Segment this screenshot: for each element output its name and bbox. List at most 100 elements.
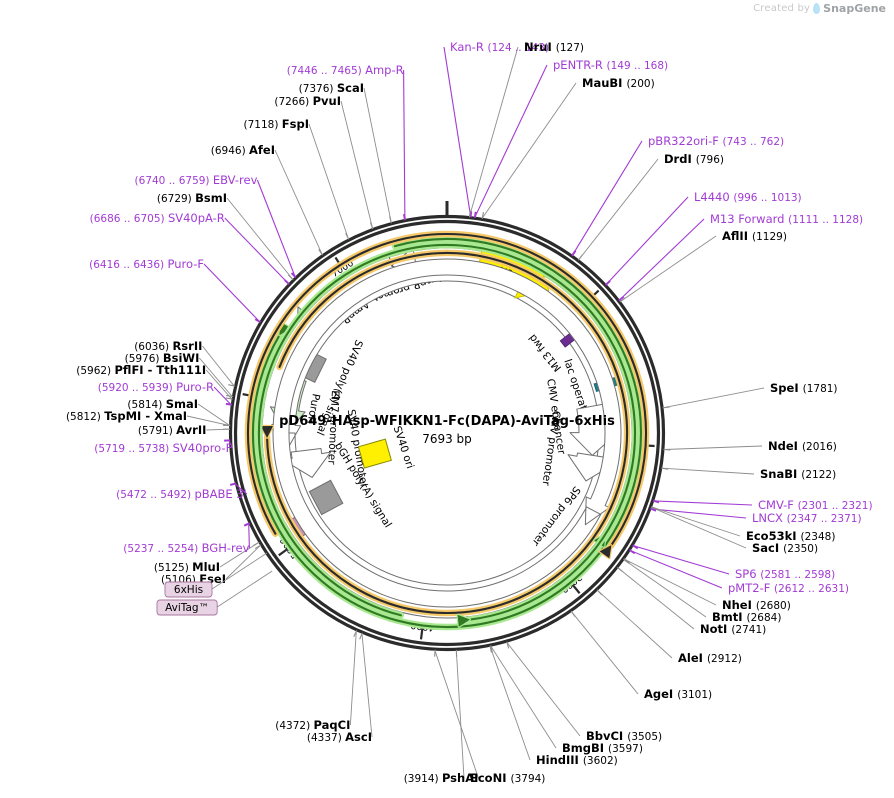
- backbone-circle-group: [228, 201, 666, 652]
- map-label[interactable]: (6740 .. 6759) EBV-rev: [135, 173, 258, 187]
- map-label[interactable]: pBR322ori-F (743 .. 762): [648, 134, 784, 148]
- map-label[interactable]: (5976) BsiWI: [125, 351, 200, 365]
- map-label[interactable]: SacI (2350): [752, 541, 818, 555]
- map-label[interactable]: (5812) TspMI - XmaI: [66, 409, 187, 423]
- plasmid-length: 7693 bp: [422, 432, 472, 446]
- map-label[interactable]: (6416 .. 6436) Puro-F: [89, 257, 204, 271]
- site-name: PaqCI: [314, 718, 351, 732]
- map-label-text: (5237 .. 5254) BGH-rev: [123, 541, 249, 555]
- site-position: (6416 .. 6436): [89, 259, 167, 271]
- site-position: (6729): [157, 193, 195, 205]
- map-label[interactable]: SnaBI (2122): [760, 467, 836, 481]
- enzyme-site-mark: [345, 233, 350, 240]
- map-label[interactable]: L4440 (996 .. 1013): [694, 190, 802, 204]
- map-label[interactable]: SP6 (2581 .. 2598): [735, 567, 835, 581]
- map-label[interactable]: AflII (1129): [722, 229, 787, 243]
- map-label-text: (4372) PaqCI: [275, 718, 350, 732]
- site-name: NruI: [524, 40, 556, 54]
- map-label[interactable]: Kan-R (124 .. 143): [450, 40, 549, 54]
- snapgene-watermark: Created by SnapGene: [753, 2, 886, 15]
- map-label[interactable]: (5791) AvrII: [138, 423, 206, 437]
- map-label[interactable]: NotI (2741): [700, 622, 766, 636]
- map-label[interactable]: DrdI (796): [664, 152, 724, 166]
- map-label[interactable]: BmtI (2684): [712, 610, 781, 624]
- site-name: SnaBI: [760, 467, 801, 481]
- enzyme-site-mark: [661, 467, 669, 470]
- map-label[interactable]: pMT2-F (2612 .. 2631): [728, 581, 849, 595]
- map-label[interactable]: M13 Forward (1111 .. 1128): [710, 212, 863, 226]
- map-label[interactable]: LNCX (2347 .. 2371): [752, 511, 862, 525]
- site-position: (149 .. 168): [607, 60, 669, 72]
- enzyme-site-mark: [228, 384, 236, 387]
- map-label[interactable]: (6036) RsrII: [134, 339, 202, 353]
- site-name: SP6: [735, 567, 760, 581]
- map-label-text: M13 Forward (1111 .. 1128): [710, 212, 863, 226]
- site-name: pBR322ori-F: [648, 134, 723, 148]
- site-position: (4337): [307, 732, 345, 744]
- enzyme-site-mark: [577, 254, 584, 261]
- leader-line: [663, 387, 765, 409]
- map-label[interactable]: NheI (2680): [722, 598, 791, 612]
- map-label-text: (7446 .. 7465) Amp-R: [287, 63, 404, 77]
- map-label[interactable]: (5719 .. 5738) SV40pro-F: [94, 441, 232, 455]
- map-label[interactable]: (6686 .. 6705) SV40pA-R: [90, 211, 225, 225]
- map-label[interactable]: SpeI (1781): [770, 381, 838, 395]
- map-label-text: CMV-F (2301 .. 2321): [758, 498, 873, 512]
- map-label[interactable]: (7118) FspI: [244, 117, 309, 131]
- site-position: (796): [696, 154, 724, 166]
- map-label[interactable]: (6729) BsmI: [157, 191, 227, 205]
- enzyme-site-mark: [318, 249, 324, 256]
- map-label-text: Kan-R (124 .. 143): [450, 40, 549, 54]
- map-label[interactable]: (5237 .. 5254) BGH-rev: [123, 541, 249, 555]
- map-label[interactable]: (5962) PflFI - Tth111I: [76, 363, 206, 377]
- sequence-tag[interactable]: 6xHis: [164, 552, 268, 598]
- ruler-tick: [571, 584, 581, 594]
- map-label[interactable]: (5920 .. 5939) Puro-R: [98, 380, 214, 394]
- map-label[interactable]: (5814) SmaI: [127, 397, 198, 411]
- site-name: AgeI: [644, 687, 677, 701]
- map-label[interactable]: (7376) ScaI: [299, 81, 364, 95]
- map-label-text: AleI (2912): [678, 651, 742, 665]
- feature-label: PuroR: [305, 393, 322, 425]
- map-label[interactable]: AgeI (3101): [644, 687, 712, 701]
- map-label[interactable]: (5472 .. 5492) pBABE 3': [116, 487, 247, 501]
- map-label[interactable]: (4372) PaqCI: [275, 718, 350, 732]
- primer-site-mark: [652, 499, 660, 504]
- arrow-puro-orange: [266, 251, 629, 615]
- sequence-tag[interactable]: AviTag™: [156, 570, 273, 616]
- map-label[interactable]: (6946) AfeI: [211, 143, 275, 157]
- map-label[interactable]: Eco53kI (2348): [746, 529, 835, 543]
- map-label[interactable]: NdeI (2016): [768, 439, 837, 453]
- map-label[interactable]: MauBI (200): [582, 76, 655, 90]
- map-label[interactable]: AleI (2912): [678, 651, 742, 665]
- map-label[interactable]: (4337) AscI: [307, 730, 372, 744]
- map-label[interactable]: (3914) PshAI: [404, 771, 479, 785]
- site-name: LNCX: [752, 511, 787, 525]
- map-label[interactable]: CMV-F (2301 .. 2321): [758, 498, 873, 512]
- site-position: (2348): [801, 531, 836, 543]
- primer-site-mark: [402, 214, 407, 221]
- site-name: Eco53kI: [746, 529, 801, 543]
- map-label[interactable]: BmgBI (3597): [562, 741, 643, 755]
- map-label[interactable]: BbvCI (3505): [586, 729, 662, 743]
- leader-line: [572, 140, 643, 256]
- watermark-brand: SnapGene: [823, 2, 886, 15]
- site-name: SpeI: [770, 381, 803, 395]
- site-position: (7118): [244, 119, 282, 131]
- map-label[interactable]: (7446 .. 7465) Amp-R: [287, 63, 404, 77]
- site-name: MluI: [192, 560, 220, 574]
- map-label[interactable]: HindIII (3602): [536, 753, 618, 767]
- leader-line: [571, 611, 639, 695]
- map-label[interactable]: EcoNI (3794): [470, 771, 545, 785]
- map-label[interactable]: (7266) PvuI: [274, 94, 341, 108]
- map-label[interactable]: (5125) MluI: [154, 560, 220, 574]
- feature-sv40-ori-box: [357, 438, 392, 469]
- leader-line: [630, 550, 723, 589]
- primer-site-mark: [629, 549, 636, 555]
- annotation-arrows-group: [244, 230, 650, 631]
- site-name: FspI: [282, 117, 309, 131]
- map-label[interactable]: pENTR-R (149 .. 168): [553, 58, 668, 72]
- site-position: (5920 .. 5939): [98, 382, 176, 394]
- site-name: L4440: [694, 190, 733, 204]
- map-label[interactable]: NruI (127): [524, 40, 584, 54]
